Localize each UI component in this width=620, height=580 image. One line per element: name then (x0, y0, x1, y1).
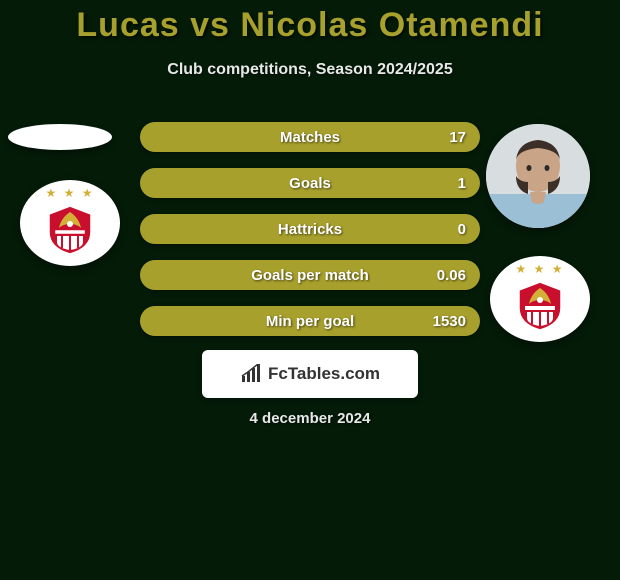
bar-chart-icon (240, 364, 264, 384)
stat-value-right: 17 (449, 129, 466, 146)
stat-label: Matches (280, 129, 340, 146)
crest-stars-icon: ★ ★ ★ (43, 186, 97, 200)
stat-label: Goals (289, 175, 331, 192)
stat-row: Hattricks 0 (140, 214, 480, 244)
right-club-badge: ★ ★ ★ (490, 256, 590, 342)
stat-label: Goals per match (251, 267, 369, 284)
root-container: Lucas vs Nicolas Otamendi Club competiti… (0, 0, 620, 580)
stat-label: Min per goal (266, 313, 354, 330)
date-label: 4 december 2024 (0, 410, 620, 427)
branding-text: FcTables.com (268, 364, 380, 384)
left-player-placeholder (8, 124, 112, 150)
player-silhouette-icon (486, 124, 590, 228)
club-crest-icon: ★ ★ ★ (43, 186, 97, 261)
right-player-photo (486, 124, 590, 228)
crest-shield-icon (43, 202, 97, 256)
stat-value-right: 1 (458, 175, 466, 192)
branding-badge: FcTables.com (202, 350, 418, 398)
left-club-badge: ★ ★ ★ (20, 180, 120, 266)
stat-row: Matches 17 (140, 122, 480, 152)
stat-label: Hattricks (278, 221, 342, 238)
subtitle: Club competitions, Season 2024/2025 (0, 61, 620, 79)
stats-table: Matches 17 Goals 1 Hattricks 0 Goals per… (140, 122, 480, 352)
crest-stars-icon: ★ ★ ★ (513, 262, 567, 276)
stat-row: Min per goal 1530 (140, 306, 480, 336)
crest-shield-icon (513, 278, 567, 332)
stat-value-right: 0 (458, 221, 466, 238)
page-title: Lucas vs Nicolas Otamendi (0, 0, 620, 45)
stat-value-right: 1530 (433, 313, 466, 330)
stat-row: Goals per match 0.06 (140, 260, 480, 290)
club-crest-icon: ★ ★ ★ (513, 262, 567, 337)
stat-value-right: 0.06 (437, 267, 466, 284)
stat-row: Goals 1 (140, 168, 480, 198)
